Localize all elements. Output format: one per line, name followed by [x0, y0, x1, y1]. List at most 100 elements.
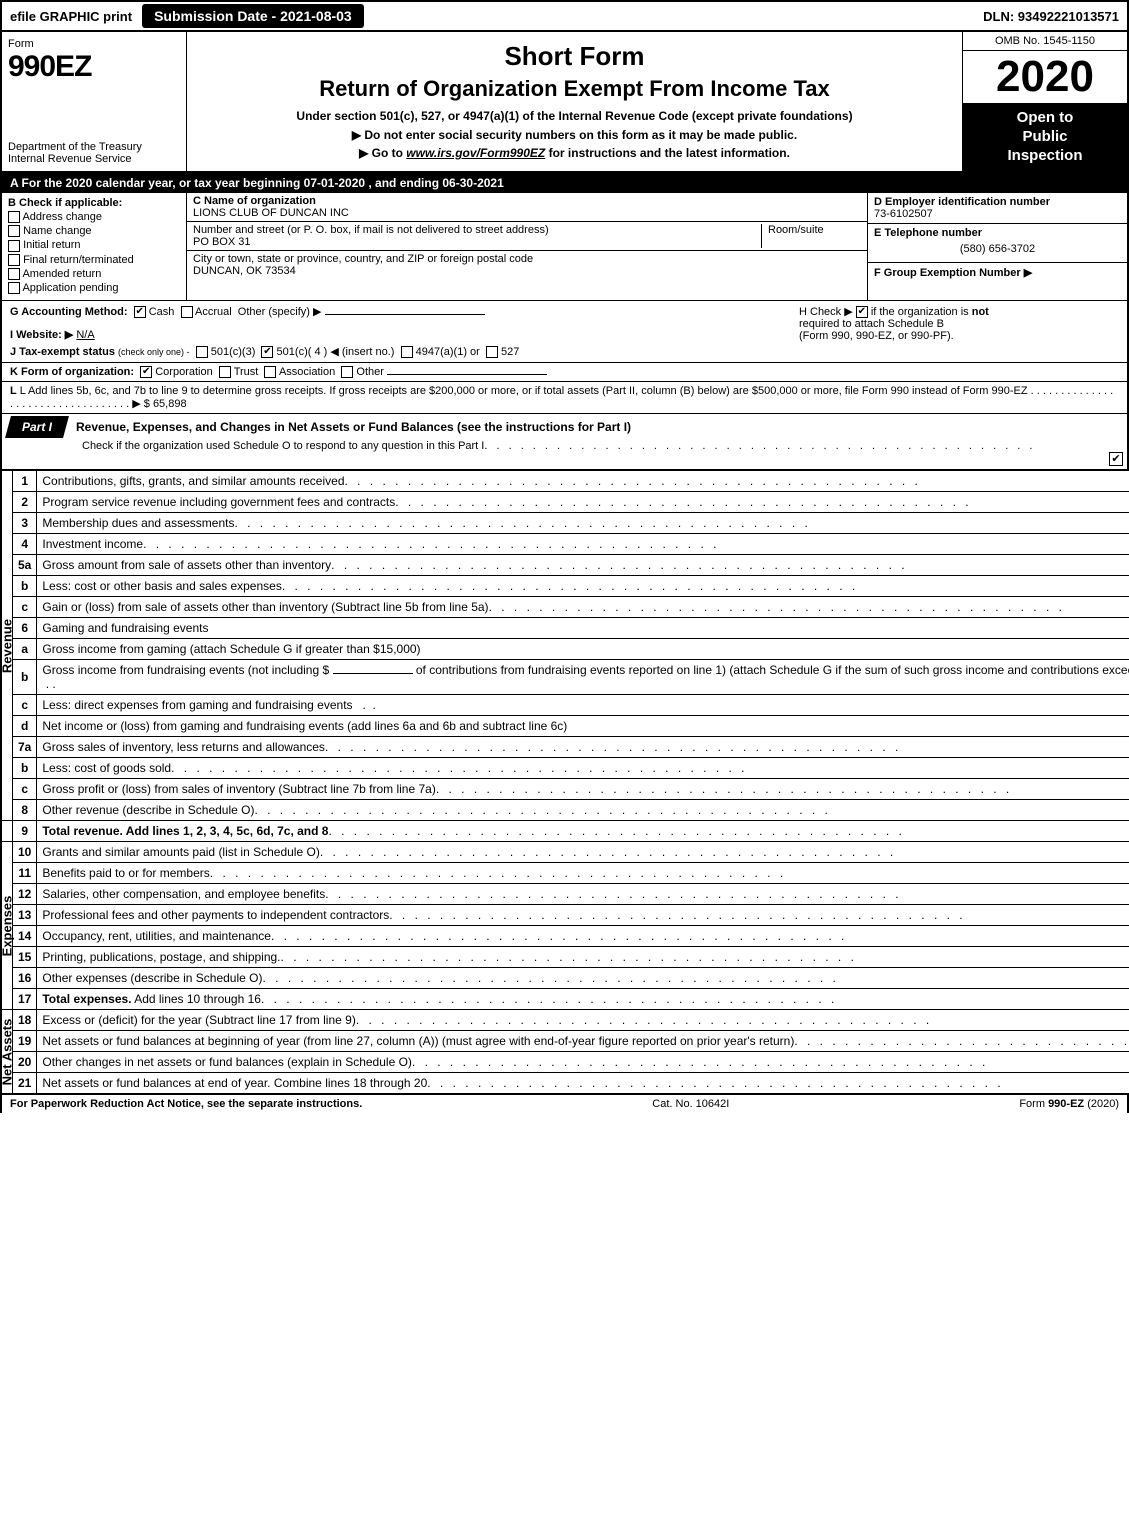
irs-link[interactable]: www.irs.gov/Form990EZ	[406, 146, 545, 160]
d-10: Grants and similar amounts paid (list in…	[42, 845, 319, 859]
d-11: Benefits paid to or for members	[42, 866, 209, 880]
chk-association[interactable]	[264, 366, 276, 378]
n-2: 2	[13, 492, 37, 513]
n-11: 11	[13, 863, 37, 884]
h-check: H Check ▶ if the organization is not req…	[799, 305, 1119, 358]
side-netassets: Net Assets	[1, 1010, 13, 1095]
row-7c: c Gross profit or (loss) from sales of i…	[1, 779, 1129, 800]
contrib-blank[interactable]	[333, 673, 413, 674]
footer-form-post: (2020)	[1084, 1098, 1119, 1110]
n-6: 6	[13, 618, 37, 639]
j-label: J Tax-exempt status	[10, 346, 115, 358]
n-21: 21	[13, 1073, 37, 1095]
other-org-input[interactable]	[387, 374, 547, 375]
d-6a: Gross income from gaming (attach Schedul…	[42, 642, 420, 656]
chk-schedule-o[interactable]	[1109, 452, 1123, 466]
d-17: Total expenses. Add lines 10 through 16	[42, 992, 261, 1006]
lbl-corporation: Corporation	[155, 366, 212, 378]
footer: For Paperwork Reduction Act Notice, see …	[0, 1095, 1129, 1113]
chk-address-change[interactable]	[8, 211, 20, 223]
n-18: 18	[13, 1010, 37, 1031]
chk-schedule-b[interactable]	[856, 306, 868, 318]
j-note: (check only one) -	[118, 347, 190, 357]
row-5a: 5a Gross amount from sale of assets othe…	[1, 555, 1129, 576]
footer-cat: Cat. No. 10642I	[652, 1098, 729, 1110]
chk-initial-return[interactable]	[8, 240, 20, 252]
i-label: I Website: ▶	[10, 329, 73, 341]
dept-irs: Internal Revenue Service	[8, 153, 132, 165]
chk-name-change[interactable]	[8, 225, 20, 237]
d-5a: Gross amount from sale of assets other t…	[42, 558, 331, 572]
street-val: PO BOX 31	[193, 236, 250, 248]
chk-trust[interactable]	[219, 366, 231, 378]
side-expenses: Expenses	[1, 842, 13, 1010]
row-3: 3 Membership dues and assessments 3 10,3…	[1, 513, 1129, 534]
goto-line: ▶ Go to www.irs.gov/Form990EZ for instru…	[359, 146, 790, 160]
footer-left: For Paperwork Reduction Act Notice, see …	[10, 1098, 362, 1110]
chk-final-return[interactable]	[8, 254, 20, 266]
other-method-input[interactable]	[325, 314, 485, 315]
n-1: 1	[13, 471, 37, 492]
top-bar: efile GRAPHIC print Submission Date - 20…	[0, 0, 1129, 32]
d-1: Contributions, gifts, grants, and simila…	[42, 474, 344, 488]
warning-ssn: ▶ Do not enter social security numbers o…	[352, 128, 797, 142]
d-7b: Less: cost of goods sold	[42, 761, 171, 775]
chk-cash[interactable]	[134, 306, 146, 318]
part1-title: Revenue, Expenses, and Changes in Net As…	[76, 420, 1127, 434]
omb-number: OMB No. 1545-1150	[963, 32, 1127, 51]
f-lbl: F Group Exemption Number ▶	[874, 267, 1032, 279]
city-lbl: City or town, state or province, country…	[193, 253, 533, 265]
chk-527[interactable]	[486, 346, 498, 358]
k-row: K Form of organization: Corporation Trus…	[0, 363, 1129, 382]
d-6: Gaming and fundraising events	[42, 621, 208, 635]
h-pre: H Check ▶	[799, 306, 856, 318]
l-row: L L Add lines 5b, 6c, and 7b to line 9 t…	[0, 382, 1129, 414]
chk-amended[interactable]	[8, 268, 20, 280]
row-5c: c Gain or (loss) from sale of assets oth…	[1, 597, 1129, 618]
phone-val: (580) 656-3702	[874, 239, 1121, 259]
row-6b: b Gross income from fundraising events (…	[1, 660, 1129, 695]
row-6: 6 Gaming and fundraising events	[1, 618, 1129, 639]
room-lbl: Room/suite	[768, 224, 824, 236]
chk-app-pending[interactable]	[8, 282, 20, 294]
row-18: Net Assets 18 Excess or (deficit) for th…	[1, 1010, 1129, 1031]
chk-accrual[interactable]	[181, 306, 193, 318]
chk-4947[interactable]	[401, 346, 413, 358]
lbl-accrual: Accrual	[195, 306, 232, 318]
d-lbl: D Employer identification number	[874, 196, 1050, 208]
form-word: Form	[8, 38, 180, 50]
lbl-final-return: Final return/terminated	[23, 254, 134, 266]
part1-header: Part I Revenue, Expenses, and Changes in…	[0, 414, 1129, 470]
form-number: 990EZ	[8, 50, 180, 84]
lbl-name-change: Name change	[23, 225, 92, 237]
chk-corporation[interactable]	[140, 366, 152, 378]
lbl-4947: 4947(a)(1) or	[416, 346, 480, 358]
chk-501c3[interactable]	[196, 346, 208, 358]
chk-other-org[interactable]	[341, 366, 353, 378]
n-5c: c	[13, 597, 37, 618]
h-post2: required to attach Schedule B	[799, 318, 944, 330]
row-13: 13 Professional fees and other payments …	[1, 905, 1129, 926]
chk-501c[interactable]	[261, 346, 273, 358]
d-14: Occupancy, rent, utilities, and maintena…	[42, 929, 271, 943]
row-19: 19 Net assets or fund balances at beginn…	[1, 1031, 1129, 1052]
d-15: Printing, publications, postage, and shi…	[42, 950, 280, 964]
row-2: 2 Program service revenue including gove…	[1, 492, 1129, 513]
footer-right: Form 990-EZ (2020)	[1019, 1098, 1119, 1110]
side-revenue: Revenue	[1, 471, 13, 821]
row-9: 9 Total revenue. Add lines 1, 2, 3, 4, 5…	[1, 821, 1129, 842]
lbl-527: 527	[501, 346, 519, 358]
n-5b: b	[13, 576, 37, 597]
dept-treasury: Department of the Treasury	[8, 141, 142, 153]
goto-post: for instructions and the latest informat…	[545, 146, 790, 160]
d-5b: Less: cost or other basis and sales expe…	[42, 579, 281, 593]
row-15: 15 Printing, publications, postage, and …	[1, 947, 1129, 968]
dln-label: DLN: 93492221013571	[975, 5, 1127, 28]
row-5b: b Less: cost or other basis and sales ex…	[1, 576, 1129, 597]
d-8: Other revenue (describe in Schedule O)	[42, 803, 254, 817]
lbl-other-method: Other (specify) ▶	[238, 306, 322, 318]
d-6b-2: of contributions from fundraising events…	[416, 663, 1129, 677]
street-lbl: Number and street (or P. O. box, if mail…	[193, 224, 549, 236]
row-12: 12 Salaries, other compensation, and emp…	[1, 884, 1129, 905]
open-line2: Public	[1022, 128, 1067, 145]
